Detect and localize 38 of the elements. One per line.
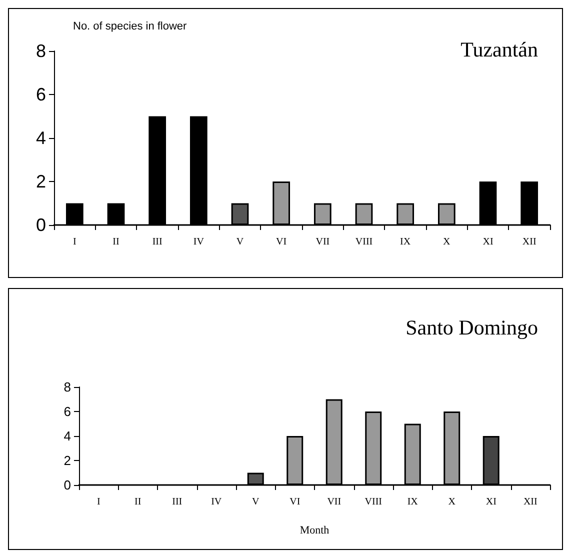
x-tick-label: IV bbox=[211, 496, 222, 508]
x-tick-label: I bbox=[96, 496, 100, 508]
x-tick-label: II bbox=[112, 236, 120, 248]
y-tick-label: 6 bbox=[36, 84, 46, 104]
x-tick-label: XII bbox=[522, 236, 536, 248]
x-tick-label: V bbox=[236, 236, 244, 248]
x-tick-label: V bbox=[252, 496, 260, 508]
y-tick-label: 8 bbox=[64, 380, 71, 394]
y-tick-label: 2 bbox=[36, 172, 46, 192]
x-tick-label: X bbox=[443, 236, 452, 248]
y-tick-label: 6 bbox=[64, 404, 71, 419]
x-tick-label: III bbox=[152, 236, 162, 248]
x-tick-label: VIII bbox=[364, 496, 382, 508]
annotation: Tuzantán bbox=[460, 38, 538, 62]
x-tick-label: XI bbox=[486, 496, 496, 508]
x-tick-label: I bbox=[72, 236, 76, 248]
y-tick-label: 2 bbox=[64, 453, 71, 468]
x-tick-label: XII bbox=[523, 496, 538, 508]
y-axis-title: No. of species in flower bbox=[73, 20, 188, 32]
x-tick-label: III bbox=[172, 496, 182, 508]
x-tick-label: IV bbox=[193, 236, 205, 248]
y-tick-label: 0 bbox=[36, 215, 46, 235]
y-tick-label: 8 bbox=[36, 41, 46, 61]
text: Santo Domingo bbox=[406, 316, 538, 340]
x-tick-label: VI bbox=[290, 496, 300, 508]
x-tick-label: IX bbox=[400, 236, 412, 248]
y-tick-label: 4 bbox=[36, 128, 46, 148]
x-tick-label: XI bbox=[482, 236, 494, 248]
x-tick-label: VII bbox=[327, 496, 342, 508]
x-tick-label: X bbox=[448, 496, 456, 508]
x-axis-title: Month bbox=[300, 524, 330, 536]
y-tick-label: 4 bbox=[64, 428, 71, 444]
x-tick-label: VII bbox=[316, 236, 330, 248]
x-tick-label: VI bbox=[276, 236, 287, 248]
x-tick-label: VIII bbox=[355, 236, 373, 248]
x-tick-label: II bbox=[134, 496, 142, 508]
x-tick-label: IX bbox=[407, 496, 419, 508]
y-tick-label: 0 bbox=[64, 478, 71, 492]
